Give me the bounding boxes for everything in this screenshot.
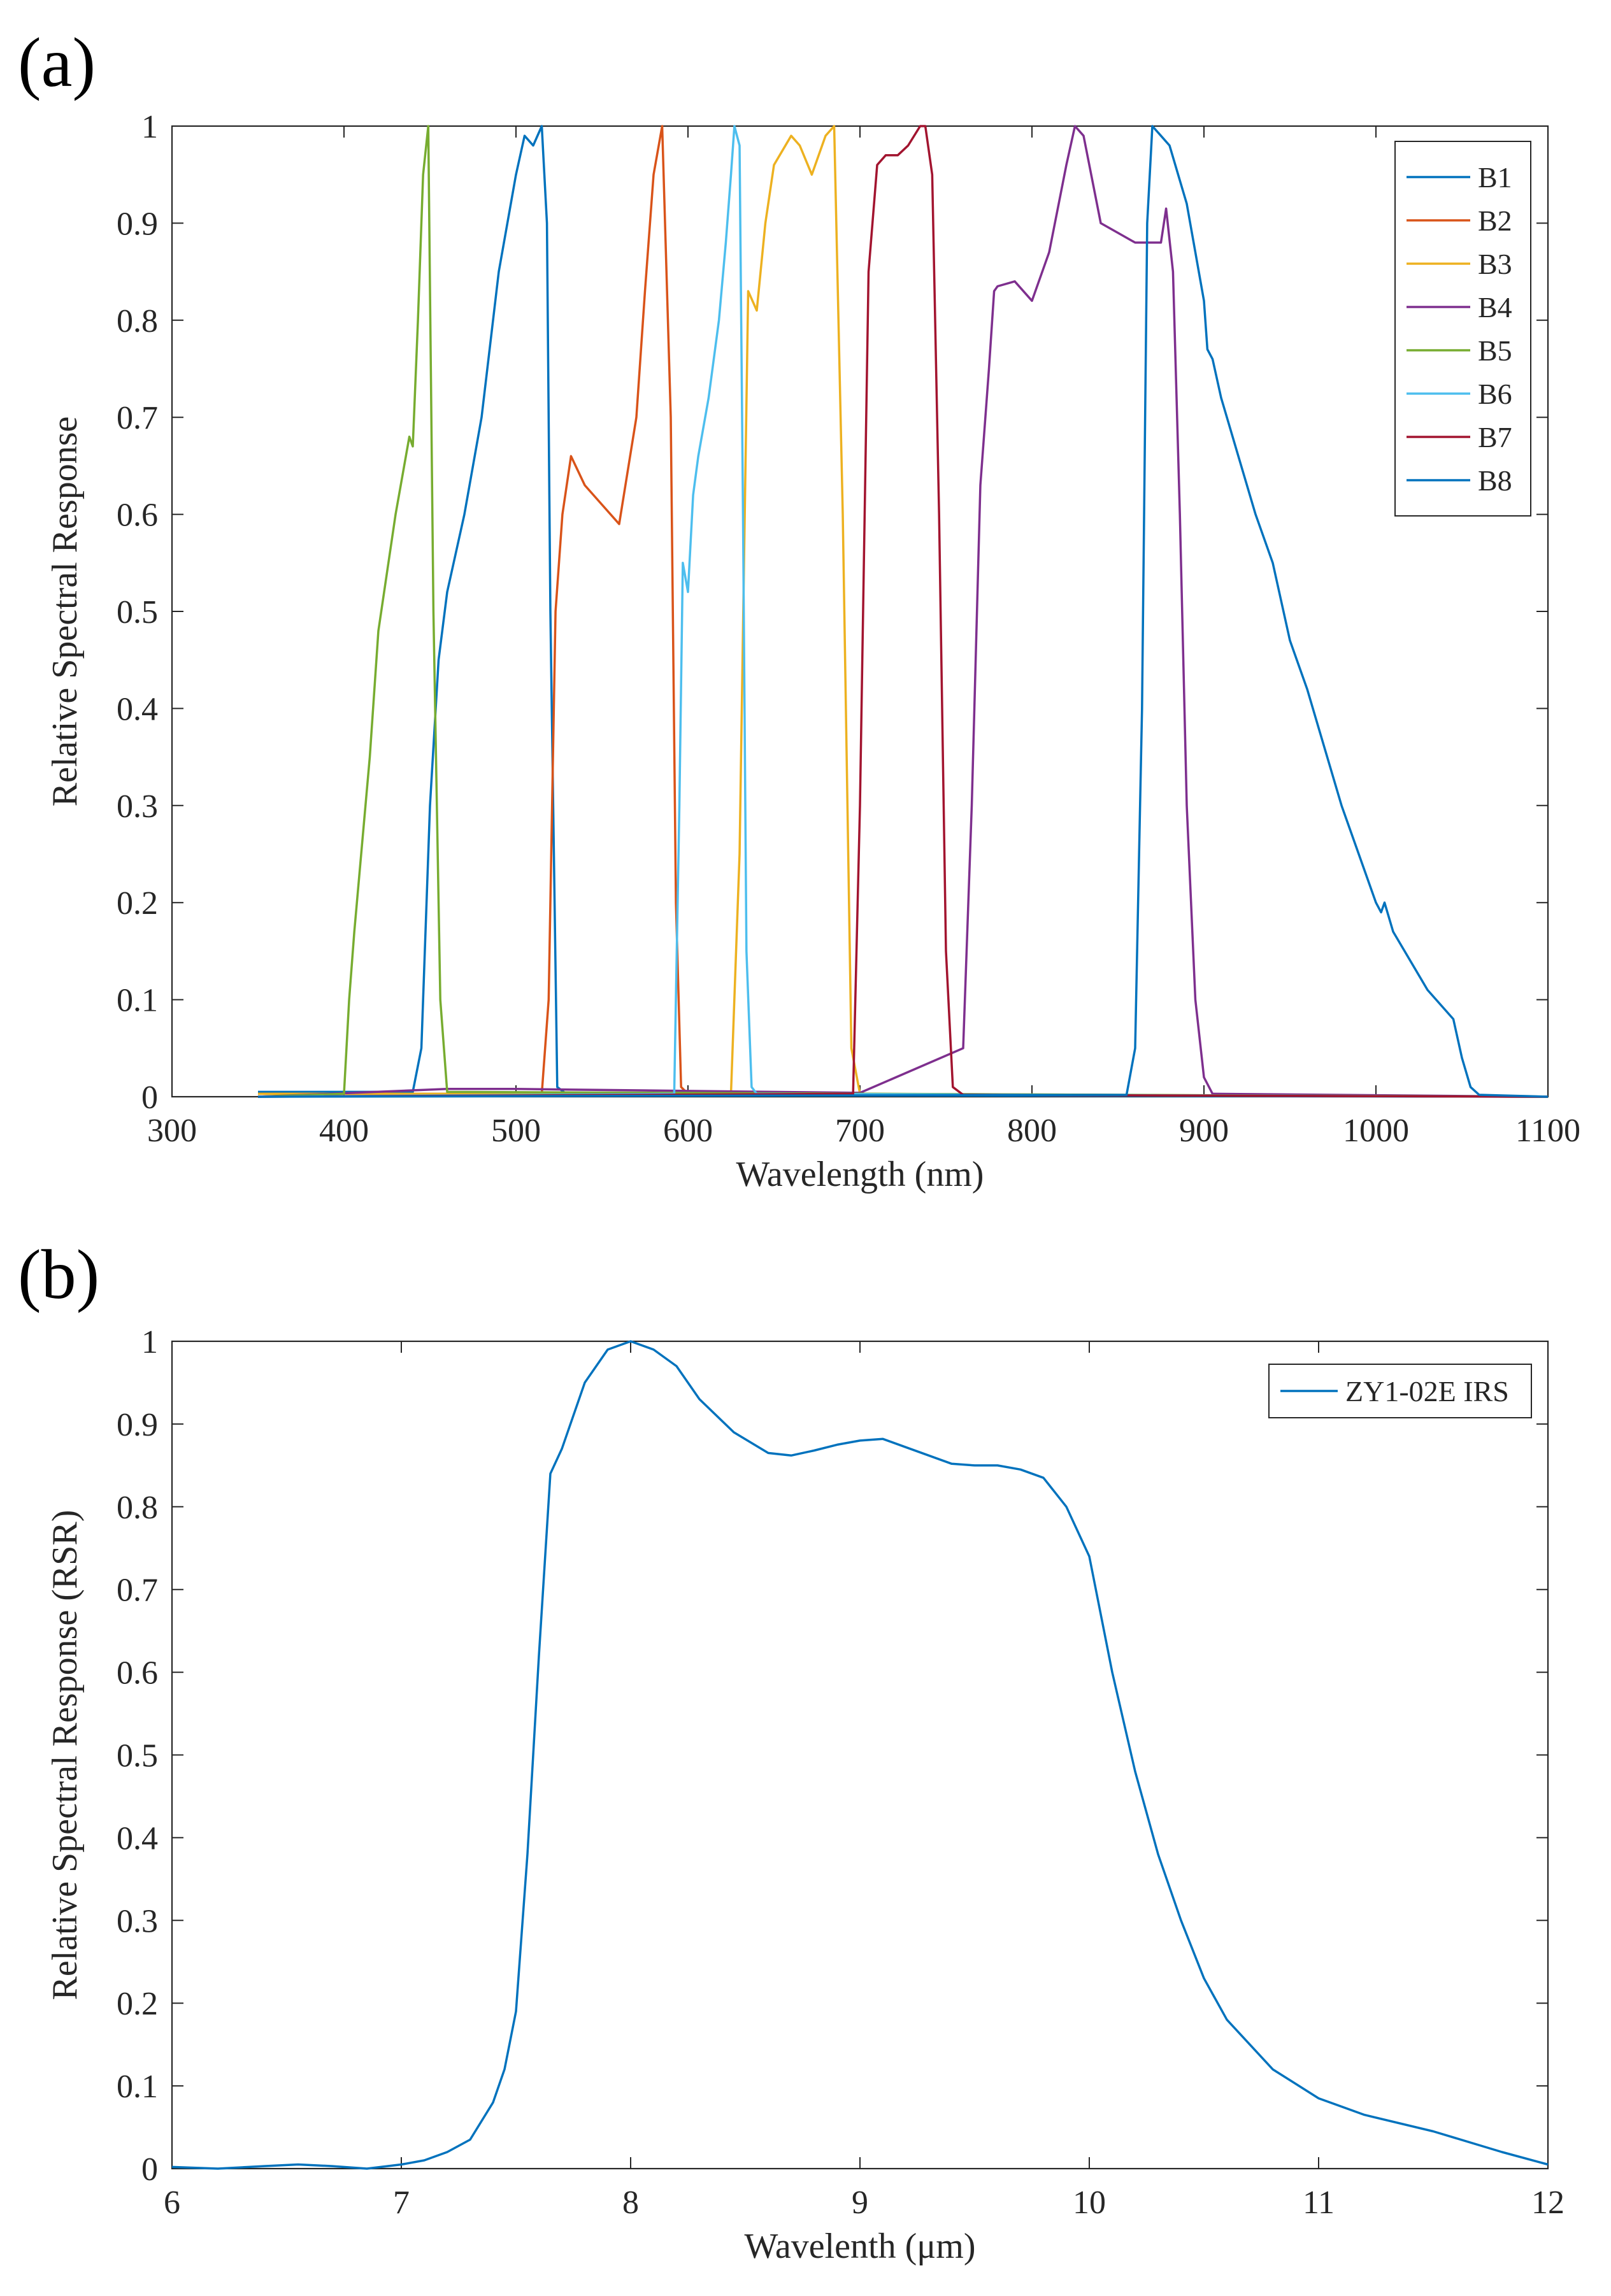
y-axis-label: Relative Spectral Response: [45, 417, 85, 807]
legend-label: B7: [1478, 421, 1512, 453]
y-tick-label: 0.2: [117, 1986, 158, 2022]
plot-area: [171, 1340, 1549, 2170]
x-tick-label: 500: [491, 1113, 541, 1149]
x-tick-label: 300: [147, 1113, 197, 1149]
legend-label: B3: [1478, 248, 1512, 280]
x-tick-label: 600: [663, 1113, 713, 1149]
plot-area: [171, 125, 1549, 1098]
x-axis-label: Wavelenth (μm): [745, 2227, 976, 2266]
y-tick-label: 0.9: [117, 1407, 158, 1443]
y-tick-label: 0.5: [117, 1738, 158, 1774]
legend-label: B4: [1478, 291, 1512, 324]
legend-box: [1394, 141, 1531, 517]
series-line-zy1-02e-irs: [171, 1340, 1549, 2170]
chart-b-irs-response: 6 7 8 9 10 11 12 0 0.1 0.2 0.3 0.4 0.5 0.6 0.7 0.8 0.9 1 W…: [45, 1324, 1564, 2266]
x-tick-label: 1100: [1515, 1113, 1580, 1149]
x-tick-label: 800: [1007, 1113, 1057, 1149]
y-tick-label: 1: [141, 109, 158, 145]
y-tick-label: 0.9: [117, 206, 158, 242]
y-tick-label: 0.7: [117, 1572, 158, 1609]
legend-label: B6: [1478, 378, 1512, 410]
x-tick-label: 9: [852, 2185, 868, 2221]
x-tick-label: 12: [1531, 2185, 1564, 2221]
y-tick-label: 0.4: [117, 691, 158, 727]
x-tick-label: 10: [1073, 2185, 1106, 2221]
series-line-b7: [257, 125, 1549, 1098]
y-tick-label: 1: [141, 1324, 158, 1360]
y-tick-label: 0.2: [117, 885, 158, 922]
y-tick-label: 0: [141, 1080, 158, 1116]
series-line-b5: [257, 125, 1549, 1098]
x-tick-label: 11: [1303, 2185, 1335, 2221]
series-line-b1: [258, 125, 1549, 1098]
y-tick-label: 0.5: [117, 594, 158, 631]
x-axis-label: Wavelength (nm): [736, 1155, 984, 1194]
x-tick-label: 900: [1179, 1113, 1229, 1149]
series-line-b8: [257, 125, 1549, 1098]
x-tick-label: 7: [393, 2185, 410, 2221]
y-tick-label: 0.7: [117, 400, 158, 436]
y-tick-label: 0.4: [117, 1820, 158, 1857]
legend-label: B8: [1478, 464, 1512, 497]
legend-label: B5: [1478, 334, 1512, 367]
y-tick-label: 0.8: [117, 1490, 158, 1526]
chart-a-spectral-response: 300 400 500 600 700 800 900 1000 1100 0 0.1 0.2 0.3 0…: [45, 109, 1580, 1194]
legend-label: ZY1-02E IRS: [1345, 1375, 1509, 1408]
legend: ZY1-02E IRS: [1268, 1364, 1532, 1418]
legend-label: B1: [1478, 161, 1512, 194]
series-line-b6: [257, 125, 1549, 1098]
y-tick-label: 0: [141, 2151, 158, 2188]
y-tick-label: 0.8: [117, 303, 158, 339]
panel-label-a: (a): [18, 24, 96, 101]
legend: B1 B2 B3 B4 B5 B6 B7 B8: [1394, 141, 1531, 517]
x-tick-label: 1000: [1343, 1113, 1409, 1149]
x-tick-label: 400: [319, 1113, 369, 1149]
series-line-b4: [257, 125, 1549, 1098]
y-axis-label: Relative Spectral Response (RSR): [45, 1510, 85, 2000]
y-tick-label: 0.1: [117, 2069, 158, 2105]
x-tick-label: 6: [164, 2185, 180, 2221]
x-tick-label: 700: [835, 1113, 885, 1149]
y-tick-label: 0.3: [117, 1903, 158, 1939]
y-tick-label: 0.1: [117, 983, 158, 1019]
y-tick-label: 0.3: [117, 788, 158, 825]
y-tick-label: 0.6: [117, 1655, 158, 1692]
legend-label: B2: [1478, 204, 1512, 237]
y-tick-label: 0.6: [117, 497, 158, 534]
panel-label-b: (b): [18, 1236, 99, 1313]
x-tick-label: 8: [622, 2185, 639, 2221]
